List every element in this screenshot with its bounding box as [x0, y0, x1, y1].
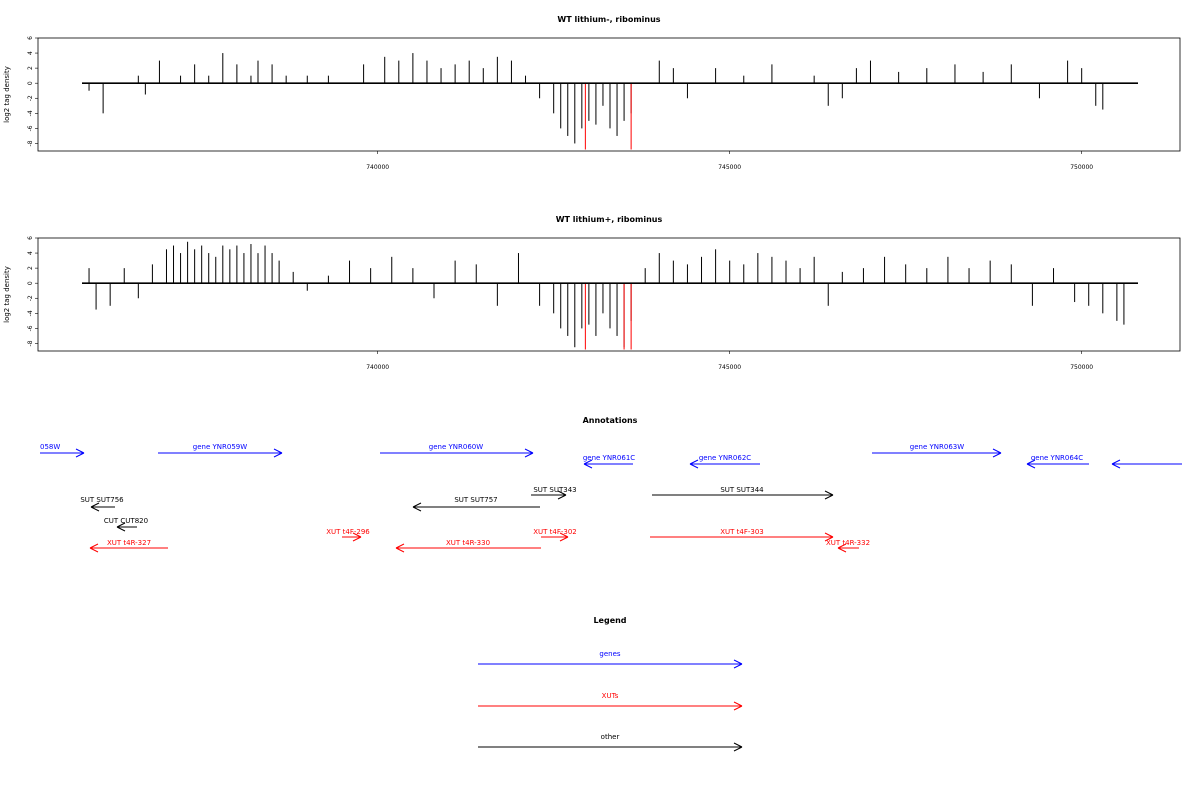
annotation-feature: gene YNR060W — [380, 443, 534, 458]
y-tick-label: -4 — [27, 110, 34, 116]
annotation-feature: XUT t4R-330 — [395, 539, 541, 553]
y-tick-label: -2 — [27, 95, 34, 101]
annotation-feature: 058W — [40, 443, 85, 458]
annotation-feature: CUT CUT820 — [104, 517, 148, 532]
plot-frame — [37, 37, 1181, 152]
annotation-feature: gene YNR063W — [872, 443, 1002, 458]
annotation-feature: gene YNR064C — [1026, 454, 1089, 469]
annotation-feature: SUT SUT756 — [80, 496, 124, 512]
y-tick-label: -4 — [27, 310, 34, 316]
chart-title: WT lithium-, ribominus — [557, 15, 660, 24]
annotation-feature: XUT t4F-302 — [533, 528, 577, 542]
annotation-label: gene YNR063W — [910, 443, 964, 451]
legend-title: Legend — [593, 616, 626, 625]
annotation-feature: SUT SUT343 — [531, 486, 577, 500]
legend-entry: genes — [478, 650, 743, 669]
x-tick-label: 740000 — [366, 364, 389, 371]
annotation-feature: SUT SUT757 — [412, 496, 540, 512]
annotation-label: SUT SUT757 — [454, 496, 497, 504]
annotation-label: XUT t4F-302 — [533, 528, 577, 536]
annotation-label: gene YNR059W — [193, 443, 247, 451]
annotation-label: CUT CUT820 — [104, 517, 148, 525]
annotation-label: 058W — [40, 443, 60, 451]
y-tick-label: -8 — [27, 140, 34, 146]
plot-frame — [37, 237, 1181, 352]
x-tick-label: 750000 — [1070, 364, 1093, 371]
chart-title: WT lithium+, ribominus — [556, 215, 663, 224]
panel-lithium-plus: WT lithium+, ribominus log2 tag density 6 4… — [3, 215, 1181, 371]
annotation-label: SUT SUT344 — [720, 486, 764, 494]
y-tick-label: -2 — [27, 295, 34, 301]
legend-entry: XUTs — [478, 692, 743, 711]
y-tick-label: 4 — [27, 251, 34, 255]
annotation-feature: XUT t4R-327 — [89, 539, 168, 553]
annotation-label: SUT SUT756 — [80, 496, 124, 504]
annotation-label: gene YNR062C — [699, 454, 751, 462]
annotation-label: gene YNR064C — [1031, 454, 1083, 462]
legend-label: genes — [599, 650, 620, 658]
y-tick-label: 6 — [27, 36, 34, 40]
y-tick-label: -6 — [27, 125, 34, 131]
annotation-label: XUT t4R-327 — [107, 539, 151, 547]
legend-label: other — [601, 733, 620, 741]
legend-label: XUTs — [602, 692, 619, 700]
y-tick-label: 0 — [27, 81, 34, 85]
x-tick-label: 745000 — [718, 364, 741, 371]
y-tick-label: 2 — [27, 66, 34, 70]
y-axis-label: log2 tag density — [3, 66, 11, 123]
annotation-feature: SUT SUT344 — [652, 486, 834, 500]
y-tick-label: 2 — [27, 266, 34, 270]
annotation-feature: XUT t4F-303 — [650, 528, 834, 542]
x-tick-label: 750000 — [1070, 164, 1093, 171]
annotation-label: XUT t4R-332 — [826, 539, 870, 547]
annotation-feature: gene YNR062C — [689, 454, 760, 469]
legend-entry: other — [478, 733, 743, 752]
annotation-feature: gene YNR059W — [158, 443, 283, 458]
annotation-label: XUT t4F-296 — [326, 528, 370, 536]
annotation-feature: gene YNR061C — [583, 454, 635, 469]
y-axis-label: log2 tag density — [3, 266, 11, 323]
annotation-feature: XUT t4R-332 — [826, 539, 870, 553]
annotation-label: gene YNR061C — [583, 454, 635, 462]
annotation-label: gene YNR060W — [429, 443, 483, 451]
y-tick-label: -8 — [27, 340, 34, 346]
annotations-panel: Annotations 058W gene YNR059W gene YNR060W… — [40, 416, 1182, 553]
annotation-label: XUT t4R-330 — [446, 539, 490, 547]
y-tick-label: -6 — [27, 325, 34, 331]
annotation-label: XUT t4F-303 — [720, 528, 764, 536]
annotation-feature: XUT t4F-296 — [326, 528, 370, 542]
y-tick-label: 0 — [27, 281, 34, 285]
legend-panel: Legend genes XUTs other — [478, 616, 743, 752]
x-tick-label: 745000 — [718, 164, 741, 171]
annotations-title: Annotations — [583, 416, 638, 425]
annotation-label: SUT SUT343 — [533, 486, 576, 494]
annotation-feature — [1111, 459, 1182, 469]
y-tick-label: 4 — [27, 51, 34, 55]
x-tick-label: 740000 — [366, 164, 389, 171]
y-tick-label: 6 — [27, 236, 34, 240]
panel-lithium-minus: WT lithium-, ribominus log2 tag density 6 4… — [3, 15, 1181, 171]
